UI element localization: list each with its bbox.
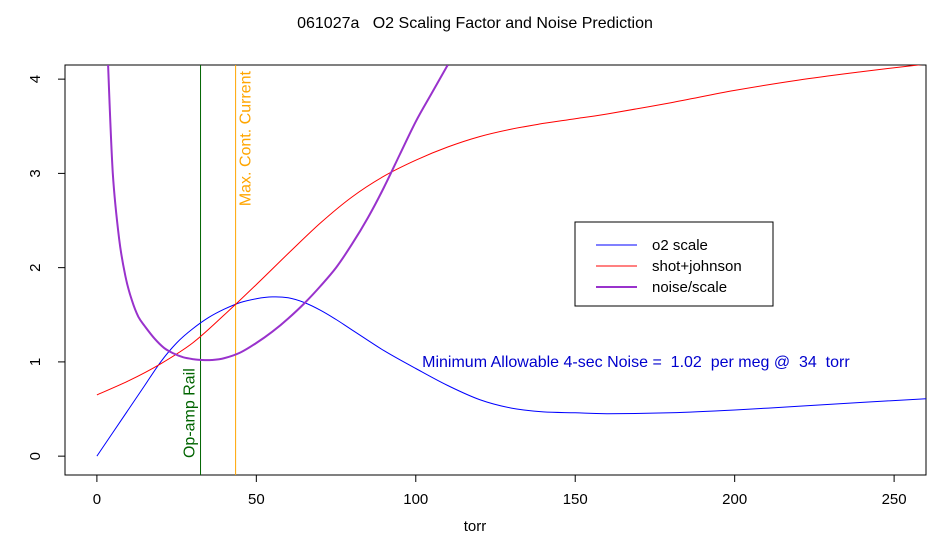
x-tick-label: 200 — [722, 491, 747, 508]
x-tick-label: 50 — [248, 491, 265, 508]
reference-line-label-1: Max. Cont. Current — [238, 70, 255, 206]
reference-line-label-0: Op-amp Rail — [182, 368, 199, 458]
legend-box — [574, 221, 774, 307]
y-axis: 0 1 2 3 4 — [27, 75, 65, 460]
y-tick-label: 4 — [27, 75, 44, 83]
series-lines — [96, 65, 926, 457]
x-tick-label: 100 — [403, 491, 428, 508]
minimum-noise-annotation: Minimum Allowable 4-sec Noise = 1.02 per… — [422, 354, 850, 371]
x-axis: 0 50 100 150 200 250 — [93, 475, 907, 508]
legend-label-0: o2 scale — [652, 237, 708, 254]
y-tick-label: 2 — [27, 263, 44, 271]
y-tick-label: 0 — [27, 452, 44, 460]
legend: o2 scale shot+johnson noise/scale — [574, 221, 774, 307]
y-tick-label: 3 — [27, 169, 44, 177]
x-tick-label: 150 — [563, 491, 588, 508]
y-tick-label: 1 — [27, 358, 44, 366]
legend-label-2: noise/scale — [652, 279, 727, 296]
series-line-1 — [96, 65, 923, 396]
chart-title: 061027a O2 Scaling Factor and Noise Pred… — [297, 15, 653, 32]
x-tick-label: 250 — [882, 491, 907, 508]
legend-label-1: shot+johnson — [652, 258, 742, 275]
x-tick-label: 0 — [93, 491, 101, 508]
reference-line-labels: Op-amp Rail Max. Cont. Current — [182, 70, 255, 458]
x-axis-label: torr — [464, 518, 487, 535]
series-line-2 — [107, 65, 449, 362]
series-line-0 — [96, 296, 926, 457]
reference-lines — [200, 65, 237, 475]
plot-area-frame — [64, 64, 927, 476]
